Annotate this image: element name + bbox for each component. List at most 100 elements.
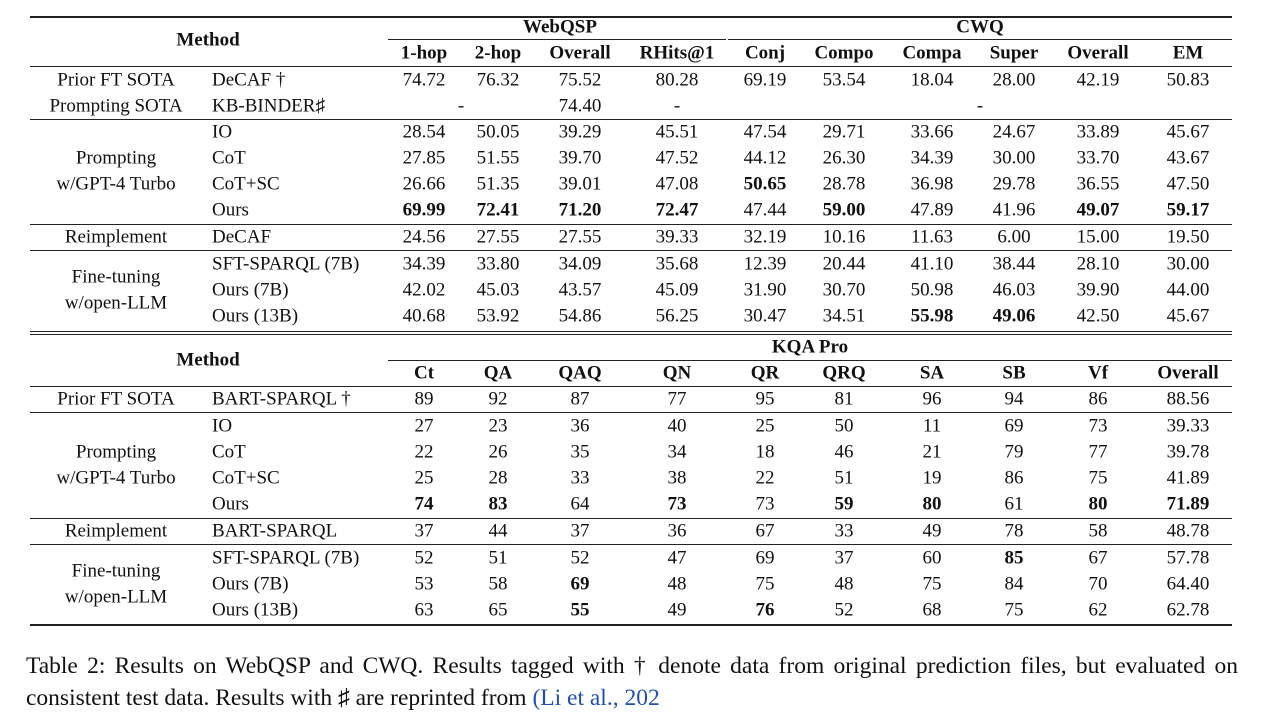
webqsp-cmidrule — [388, 39, 726, 40]
table-cell: 38.44 — [992, 253, 1036, 275]
table-cell: 68 — [922, 599, 942, 621]
method-name: Ours — [212, 493, 249, 515]
table-cell: 58 — [1088, 520, 1108, 542]
table-cell: 47.50 — [1166, 173, 1210, 195]
table-cell: 72.41 — [476, 199, 520, 221]
table-cell: 49.06 — [992, 305, 1036, 327]
table-cell: 27.85 — [402, 147, 446, 169]
table-cell: 36 — [570, 415, 590, 437]
column-header: QRQ — [822, 362, 866, 384]
table-cell: 58 — [488, 573, 508, 595]
table-cell: 69.99 — [402, 199, 446, 221]
table-cell: 52 — [570, 547, 590, 569]
table-cell: 75.52 — [558, 69, 602, 91]
table-cell: 49.07 — [1076, 199, 1120, 221]
table-cell: 42.02 — [402, 279, 446, 301]
column-header: EM — [1172, 42, 1204, 64]
table-cell: 47.54 — [743, 121, 787, 143]
table-cell: 34.09 — [558, 253, 602, 275]
table-cell: 33.80 — [476, 253, 520, 275]
table-cell: 77 — [1088, 441, 1108, 463]
method-name: SFT-SPARQL (7B) — [212, 253, 360, 275]
table-cell: 41.10 — [910, 253, 954, 275]
table-cell: 30.00 — [1166, 253, 1210, 275]
table-cell: 29.78 — [992, 173, 1036, 195]
table-cell: 64.40 — [1166, 573, 1210, 595]
table-cell: 39.70 — [558, 147, 602, 169]
table-cell: 19 — [922, 467, 942, 489]
method-name: Ours (13B) — [212, 305, 299, 327]
table-cell: 49 — [922, 520, 942, 542]
column-header: 1-hop — [400, 42, 448, 64]
table-cell: 48 — [834, 573, 854, 595]
table-cell: 50.65 — [743, 173, 787, 195]
column-header: Compa — [902, 42, 962, 64]
table-cell: 30.47 — [743, 305, 787, 327]
table-cell: 75 — [1088, 467, 1108, 489]
table-cell: 84 — [1004, 573, 1024, 595]
table-cell: 50.05 — [476, 121, 520, 143]
method-name: CoT — [212, 147, 246, 169]
table-cell: 35 — [570, 441, 590, 463]
table-cell: 11.63 — [910, 226, 954, 248]
kqapro-cmidrule — [388, 360, 1232, 361]
column-header: Vf — [1087, 362, 1109, 384]
cwq-cmidrule — [728, 39, 1232, 40]
table-cell: 55 — [570, 599, 590, 621]
column-header: QR — [750, 362, 780, 384]
table-cell: 42.19 — [1076, 69, 1120, 91]
table-cell: 86 — [1088, 388, 1108, 410]
table-cell: 63 — [414, 599, 434, 621]
method-name: BART-SPARQL — [212, 520, 338, 542]
column-header: QAQ — [558, 362, 602, 384]
table-cell: 67 — [755, 520, 775, 542]
table-cell: 59.00 — [822, 199, 866, 221]
header-rule — [30, 66, 1232, 67]
table-cell: 6.00 — [997, 226, 1031, 248]
method-name: CoT — [212, 441, 246, 463]
table-cell: 83 — [488, 493, 508, 515]
table-cell: 62 — [1088, 599, 1108, 621]
table-cell: 39.90 — [1076, 279, 1120, 301]
column-header: 2-hop — [474, 42, 522, 64]
table-cell: 67 — [1088, 547, 1108, 569]
group-label-prompting-sota: Prompting SOTA — [49, 95, 183, 117]
method-name: SFT-SPARQL (7B) — [212, 547, 360, 569]
method-name: Ours (7B) — [212, 279, 289, 301]
table-cell: 43.67 — [1166, 147, 1210, 169]
method-name: DeCAF † — [212, 69, 286, 91]
group-header-kqapro: KQA Pro — [771, 336, 849, 358]
table-cell: 28.78 — [822, 173, 866, 195]
table-cell: 53 — [414, 573, 434, 595]
table-cell: 71.89 — [1166, 493, 1210, 515]
sep-rule-2 — [30, 224, 1232, 225]
table-cell: 38 — [667, 467, 687, 489]
table-cell: 27.55 — [558, 226, 602, 248]
bottom-sep-3 — [30, 544, 1232, 545]
table-cell: 25 — [755, 415, 775, 437]
table-cell: 71.20 — [558, 199, 602, 221]
table-cell: 30.00 — [992, 147, 1036, 169]
table-cell: 75 — [755, 573, 775, 595]
caption-citation-link[interactable]: (Li et al., 202 — [532, 685, 660, 711]
table-cell: 26.66 — [402, 173, 446, 195]
column-header: Conj — [744, 42, 786, 64]
table-cell: 45.67 — [1166, 121, 1210, 143]
table-cell: 49 — [667, 599, 687, 621]
table-cell: 74.40 — [558, 95, 602, 117]
bottom-sep-1 — [30, 412, 1232, 413]
column-header: Overall — [1157, 362, 1219, 384]
top-bottom-rule-2 — [30, 334, 1232, 335]
table-cell: 28.10 — [1076, 253, 1120, 275]
column-header: QA — [483, 362, 513, 384]
table-cell: 80 — [1088, 493, 1108, 515]
table-cell: 28 — [488, 467, 508, 489]
table-cell: 80.28 — [655, 69, 699, 91]
group-label-finetuning: Fine-tuning — [71, 266, 161, 288]
method-name: KB-BINDER♯ — [212, 95, 325, 117]
table-cell: 41.89 — [1166, 467, 1210, 489]
table-cell: 12.39 — [743, 253, 787, 275]
table-cell: 24.56 — [402, 226, 446, 248]
table-cell: 59 — [834, 493, 854, 515]
table-cell: 48 — [667, 573, 687, 595]
